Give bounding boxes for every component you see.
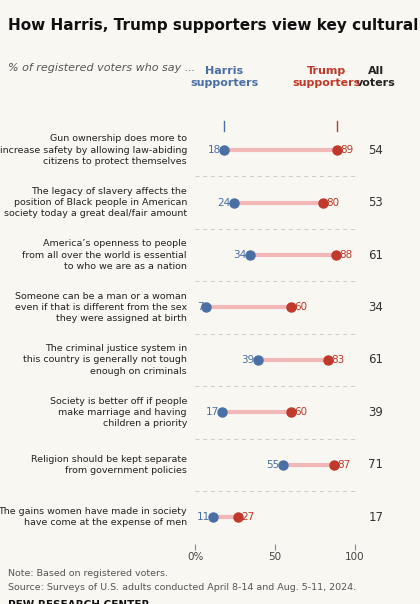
Text: 88: 88 [339,250,352,260]
Text: 54: 54 [368,144,383,156]
Text: % of registered voters who say ...: % of registered voters who say ... [8,63,196,74]
Text: 34: 34 [233,250,247,260]
Text: 61: 61 [368,248,383,262]
Text: 7: 7 [197,303,204,312]
Text: The legacy of slavery affects the
position of Black people in American
society t: The legacy of slavery affects the positi… [4,187,187,218]
Text: Gun ownership does more to
increase safety by allowing law-abiding
citizens to p: Gun ownership does more to increase safe… [0,135,187,165]
Text: 34: 34 [368,301,383,314]
Text: Trump
supporters: Trump supporters [292,66,360,88]
Text: 71: 71 [368,458,383,471]
Text: Harris
supporters: Harris supporters [190,66,258,88]
Text: 11: 11 [197,512,210,522]
Text: 83: 83 [331,355,344,365]
Text: 27: 27 [241,512,255,522]
Text: 89: 89 [341,145,354,155]
Text: 17: 17 [206,408,219,417]
Text: Religion should be kept separate
from government policies: Religion should be kept separate from go… [31,455,187,475]
Text: 53: 53 [368,196,383,209]
Text: 60: 60 [294,408,307,417]
Text: 55: 55 [267,460,280,470]
Text: The criminal justice system in
this country is generally not tough
enough on cri: The criminal justice system in this coun… [23,344,187,376]
Text: 39: 39 [368,406,383,419]
Text: The gains women have made in society
have come at the expense of men: The gains women have made in society hav… [0,507,187,527]
Text: PEW RESEARCH CENTER: PEW RESEARCH CENTER [8,600,150,604]
Text: All
voters: All voters [356,66,396,88]
Text: 39: 39 [241,355,255,365]
Text: Society is better off if people
make marriage and having
children a priority: Society is better off if people make mar… [50,397,187,428]
Text: 87: 87 [337,460,351,470]
Text: 60: 60 [294,303,307,312]
Text: 18: 18 [207,145,221,155]
Text: 17: 17 [368,511,383,524]
Text: Source: Surveys of U.S. adults conducted April 8-14 and Aug. 5-11, 2024.: Source: Surveys of U.S. adults conducted… [8,583,357,593]
Text: 24: 24 [217,198,231,208]
Text: 80: 80 [326,198,339,208]
Text: How Harris, Trump supporters view key cultural issues: How Harris, Trump supporters view key cu… [8,18,420,33]
Text: 61: 61 [368,353,383,367]
Text: Someone can be a man or a woman
even if that is different from the sex
they were: Someone can be a man or a woman even if … [15,292,187,323]
Text: America’s openness to people
from all over the world is essential
to who we are : America’s openness to people from all ov… [22,239,187,271]
Text: Note: Based on registered voters.: Note: Based on registered voters. [8,569,168,578]
